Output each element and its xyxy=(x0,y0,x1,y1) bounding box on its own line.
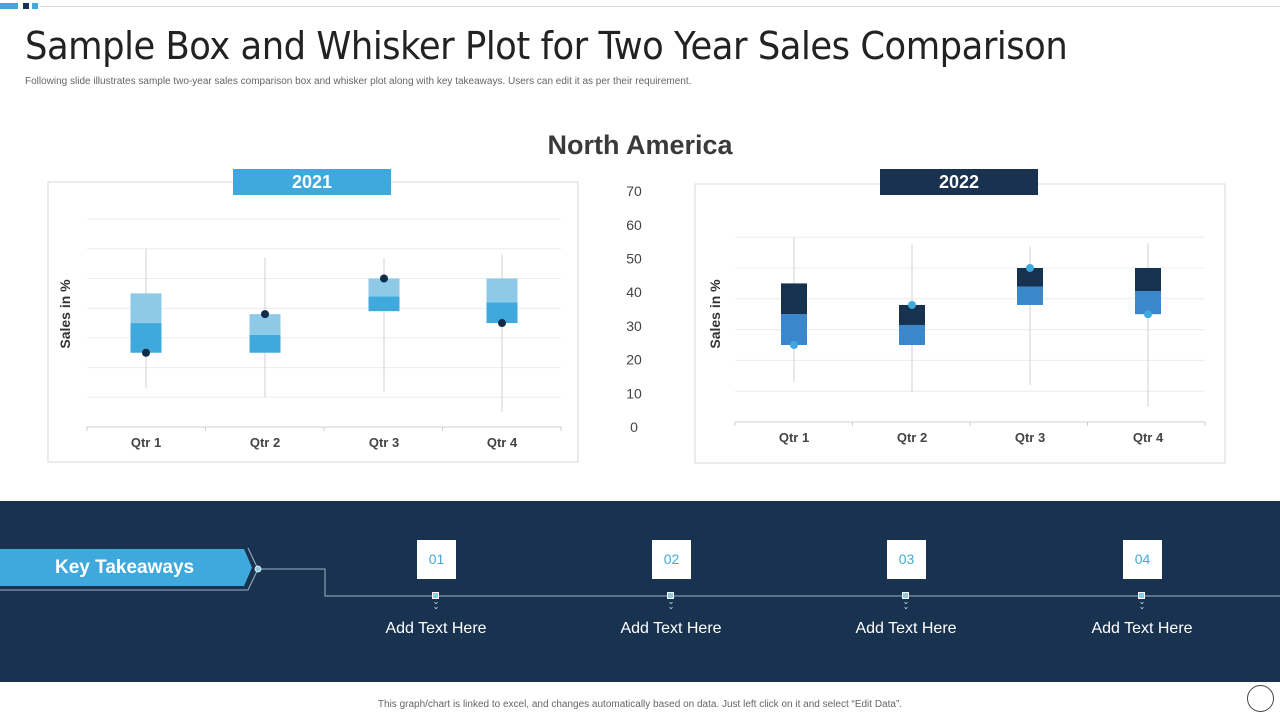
takeaway-text[interactable]: Add Text Here xyxy=(385,620,487,637)
box-upper-Qtr 3[interactable] xyxy=(368,278,400,297)
node-marker xyxy=(432,592,439,599)
x-tick-label: Qtr 3 xyxy=(1015,430,1045,445)
takeaways-band xyxy=(0,501,1280,682)
marker-point[interactable] xyxy=(790,341,798,349)
y-axis-label: Sales in % xyxy=(707,279,723,349)
chart-2022[interactable]: 2022 Sales in % Qtr 1 Qtr 2 Qtr 3 Qtr 4 xyxy=(694,169,1226,464)
box-lower-Qtr 3[interactable] xyxy=(368,296,400,312)
takeaway-text[interactable]: Add Text Here xyxy=(620,620,722,637)
y-axis-label: Sales in % xyxy=(57,279,73,349)
box-lower-Qtr 2[interactable] xyxy=(249,334,281,353)
box-upper-Qtr 1[interactable] xyxy=(781,283,807,315)
box-upper-Qtr 1[interactable] xyxy=(130,293,162,324)
y-tick-label: 0 xyxy=(630,419,638,435)
y-tick-label: 20 xyxy=(626,352,642,368)
marker-point[interactable] xyxy=(498,319,506,328)
decor-bar xyxy=(32,3,38,9)
chart-frame xyxy=(694,183,1226,464)
y-tick-label: 50 xyxy=(626,251,642,267)
x-tick-label: Qtr 1 xyxy=(131,435,161,450)
takeaway-number: 03 xyxy=(887,540,926,579)
circle-icon xyxy=(1247,685,1274,712)
footer-note: This graph/chart is linked to excel, and… xyxy=(377,699,903,710)
marker-point[interactable] xyxy=(1026,264,1034,272)
chart-title-bg xyxy=(233,169,391,195)
key-takeaways-label: Key Takeaways xyxy=(0,549,252,586)
chart-2021[interactable]: 2021 Sales in % Qtr 1 Qtr 2 Qtr 3 Qtr 4 xyxy=(47,169,579,463)
takeaway-number: 02 xyxy=(652,540,691,579)
x-tick-label: Qtr 1 xyxy=(779,430,809,445)
chart-title-bg xyxy=(880,169,1038,195)
takeaway-number: 01 xyxy=(417,540,456,579)
y-tick-label: 60 xyxy=(626,217,642,233)
box-lower-Qtr 2[interactable] xyxy=(899,324,925,345)
chevron-down-icon: ⌄ ⌄ xyxy=(667,597,675,611)
chart-title: 2021 xyxy=(292,172,332,192)
box-upper-Qtr 3[interactable] xyxy=(1017,268,1043,287)
node-marker xyxy=(1138,592,1145,599)
box-lower-Qtr 4[interactable] xyxy=(486,302,518,324)
takeaway-text[interactable]: Add Text Here xyxy=(855,620,957,637)
chevron-down-icon: ⌄ ⌄ xyxy=(432,597,440,611)
region-title: North America xyxy=(547,130,733,160)
takeaway-text[interactable]: Add Text Here xyxy=(1091,620,1193,637)
x-tick-label: Qtr 3 xyxy=(369,435,399,450)
y-tick-label: 30 xyxy=(626,318,642,334)
y-tick-label: 70 xyxy=(626,183,642,199)
node-marker xyxy=(902,592,909,599)
box-upper-Qtr 2[interactable] xyxy=(899,304,925,325)
x-tick-label: Qtr 2 xyxy=(897,430,927,445)
box-lower-Qtr 1[interactable] xyxy=(781,314,807,345)
node-marker xyxy=(667,592,674,599)
decor-bar xyxy=(23,3,29,9)
top-divider xyxy=(40,6,1280,7)
x-tick-label: Qtr 2 xyxy=(250,435,280,450)
chevron-down-icon: ⌄ ⌄ xyxy=(902,597,910,611)
page-title: Sample Box and Whisker Plot for Two Year… xyxy=(25,24,1068,68)
marker-point[interactable] xyxy=(1144,310,1152,319)
box-plot-charts[interactable]: 2021 Sales in % Qtr 1 Qtr 2 Qtr 3 Qtr 4 2022 Sa… xyxy=(0,0,1280,500)
marker-point[interactable] xyxy=(261,310,269,319)
box-lower-Qtr 3[interactable] xyxy=(1017,286,1043,305)
chart-title: 2022 xyxy=(939,172,979,192)
x-tick-label: Qtr 4 xyxy=(487,435,518,450)
marker-point[interactable] xyxy=(380,274,388,283)
marker-point[interactable] xyxy=(908,300,916,309)
y-tick-label: 40 xyxy=(626,284,642,300)
box-lower-Qtr 1[interactable] xyxy=(130,323,162,353)
x-tick-label: Qtr 4 xyxy=(1133,430,1164,445)
marker-point[interactable] xyxy=(142,348,150,357)
decor-bar xyxy=(0,3,18,9)
page-subtitle: Following slide illustrates sample two-y… xyxy=(25,76,692,87)
chevron-down-icon: ⌄ ⌄ xyxy=(1138,597,1146,611)
box-upper-Qtr 2[interactable] xyxy=(249,314,281,335)
takeaway-number: 04 xyxy=(1123,540,1162,579)
box-upper-Qtr 4[interactable] xyxy=(486,278,518,303)
box-upper-Qtr 4[interactable] xyxy=(1135,268,1161,292)
box-lower-Qtr 4[interactable] xyxy=(1135,291,1161,315)
y-tick-label: 10 xyxy=(626,385,642,401)
takeaway-connector xyxy=(0,547,1280,597)
